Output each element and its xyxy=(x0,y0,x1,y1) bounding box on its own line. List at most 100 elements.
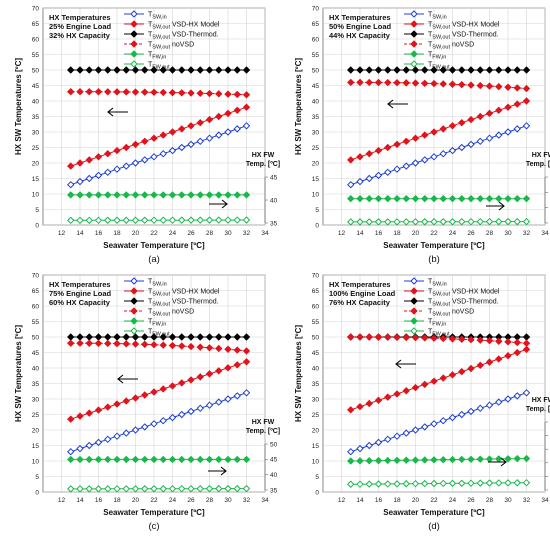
y-tick-label: 5 xyxy=(35,474,39,481)
y-tick-label: 45 xyxy=(32,83,40,90)
x-tick-label: 28 xyxy=(486,230,494,237)
x-tick-label: 24 xyxy=(449,497,457,504)
secondary-axis-label: Temp. [ºC] xyxy=(526,406,550,413)
y-tick-label: 35 xyxy=(312,114,320,121)
x-tick-label: 14 xyxy=(76,497,84,504)
x-tick-label: 24 xyxy=(169,230,177,237)
x-axis-label: Seawater Temperature [ºC] xyxy=(383,508,485,517)
secondary-tick-label: 45 xyxy=(270,457,278,464)
secondary-axis-label: Temp. [ºC] xyxy=(246,161,280,168)
x-tick-label: 18 xyxy=(393,230,401,237)
annotation-text: HX Temperatures xyxy=(49,13,111,22)
x-tick-label: 12 xyxy=(338,230,346,237)
y-tick-label: 10 xyxy=(32,191,40,198)
y-tick-label: 55 xyxy=(32,52,40,59)
y-tick-label: 55 xyxy=(312,52,320,59)
x-axis-label: Seawater Temperature [ºC] xyxy=(383,241,485,250)
x-tick-label: 32 xyxy=(243,230,251,237)
annotation-text: 25% Engine Load xyxy=(49,22,112,31)
x-tick-label: 14 xyxy=(356,497,364,504)
y-tick-label: 15 xyxy=(32,176,40,183)
x-tick-label: 12 xyxy=(58,497,66,504)
y-tick-label: 25 xyxy=(32,412,40,419)
y-tick-label: 25 xyxy=(312,145,320,152)
y-tick-label: 35 xyxy=(312,381,320,388)
x-tick-label: 26 xyxy=(187,230,195,237)
secondary-tick-label: 45 xyxy=(270,174,278,181)
x-tick-label: 34 xyxy=(541,230,549,237)
x-tick-label: 20 xyxy=(132,497,140,504)
x-tick-label: 26 xyxy=(187,497,195,504)
x-axis-label: Seawater Temperature [ºC] xyxy=(103,508,205,517)
annotation-text: 76% HX Capacity xyxy=(329,298,391,307)
y-tick-label: 40 xyxy=(312,98,320,105)
panel-label: (d) xyxy=(428,521,440,532)
x-tick-label: 12 xyxy=(58,230,66,237)
secondary-axis-label: HX FW xyxy=(252,419,275,426)
secondary-tick-label: 40 xyxy=(270,472,278,479)
x-tick-label: 14 xyxy=(76,230,84,237)
y-tick-label: 70 xyxy=(32,5,40,12)
y-tick-label: 50 xyxy=(32,334,40,341)
secondary-tick-label: 40 xyxy=(270,197,278,204)
x-axis-label: Seawater Temperature [ºC] xyxy=(103,241,205,250)
y-tick-label: 25 xyxy=(312,412,320,419)
annotation-text: 75% Engine Load xyxy=(49,289,112,298)
y-tick-label: 20 xyxy=(312,427,320,434)
y-tick-label: 55 xyxy=(32,319,40,326)
y-tick-label: 30 xyxy=(312,396,320,403)
x-tick-label: 16 xyxy=(95,230,103,237)
y-tick-label: 20 xyxy=(32,427,40,434)
y-tick-label: 10 xyxy=(32,458,40,465)
y-tick-label: 40 xyxy=(312,365,320,372)
y-tick-label: 15 xyxy=(312,443,320,450)
secondary-tick-label: 35 xyxy=(270,220,278,227)
x-tick-label: 24 xyxy=(449,230,457,237)
y-tick-label: 20 xyxy=(32,160,40,167)
annotation-text: 100% Engine Load xyxy=(329,289,396,298)
y-tick-label: 35 xyxy=(32,381,40,388)
x-tick-label: 28 xyxy=(486,497,494,504)
y-tick-label: 65 xyxy=(32,288,40,295)
y-tick-label: 60 xyxy=(32,36,40,43)
y-tick-label: 15 xyxy=(32,443,40,450)
secondary-axis-label: HX FW xyxy=(532,397,550,404)
annotation-text: 50% Engine Load xyxy=(329,22,392,31)
y-tick-label: 30 xyxy=(312,129,320,136)
y-tick-label: 70 xyxy=(32,272,40,279)
x-tick-label: 34 xyxy=(261,230,269,237)
annotation-text: 60% HX Capacity xyxy=(49,298,111,307)
x-tick-label: 30 xyxy=(224,230,232,237)
y-tick-label: 35 xyxy=(32,114,40,121)
x-tick-label: 34 xyxy=(261,497,269,504)
x-tick-label: 34 xyxy=(541,497,549,504)
secondary-axis-label: Temp. [ºC] xyxy=(526,161,550,168)
panel-label: (c) xyxy=(148,521,159,532)
annotation-text: HX Temperatures xyxy=(329,13,391,22)
x-tick-label: 32 xyxy=(523,497,531,504)
y-tick-label: 15 xyxy=(312,176,320,183)
secondary-axis-label: Temp. [ºC] xyxy=(246,428,280,435)
x-tick-label: 18 xyxy=(113,497,121,504)
y-tick-label: 55 xyxy=(312,319,320,326)
x-tick-label: 32 xyxy=(243,497,251,504)
x-tick-label: 24 xyxy=(169,497,177,504)
x-tick-label: 30 xyxy=(504,230,512,237)
y-tick-label: 50 xyxy=(312,67,320,74)
secondary-tick-label: 50 xyxy=(270,441,278,448)
secondary-axis-label: HX FW xyxy=(532,152,550,159)
x-tick-label: 22 xyxy=(430,497,438,504)
y-tick-label: 0 xyxy=(35,489,39,496)
y-axis-label: HX SW Temperatures [ºC] xyxy=(14,325,23,422)
x-tick-label: 22 xyxy=(430,230,438,237)
x-tick-label: 30 xyxy=(224,497,232,504)
y-tick-label: 0 xyxy=(315,489,319,496)
panel-label: (a) xyxy=(148,254,160,265)
x-tick-label: 18 xyxy=(113,230,121,237)
